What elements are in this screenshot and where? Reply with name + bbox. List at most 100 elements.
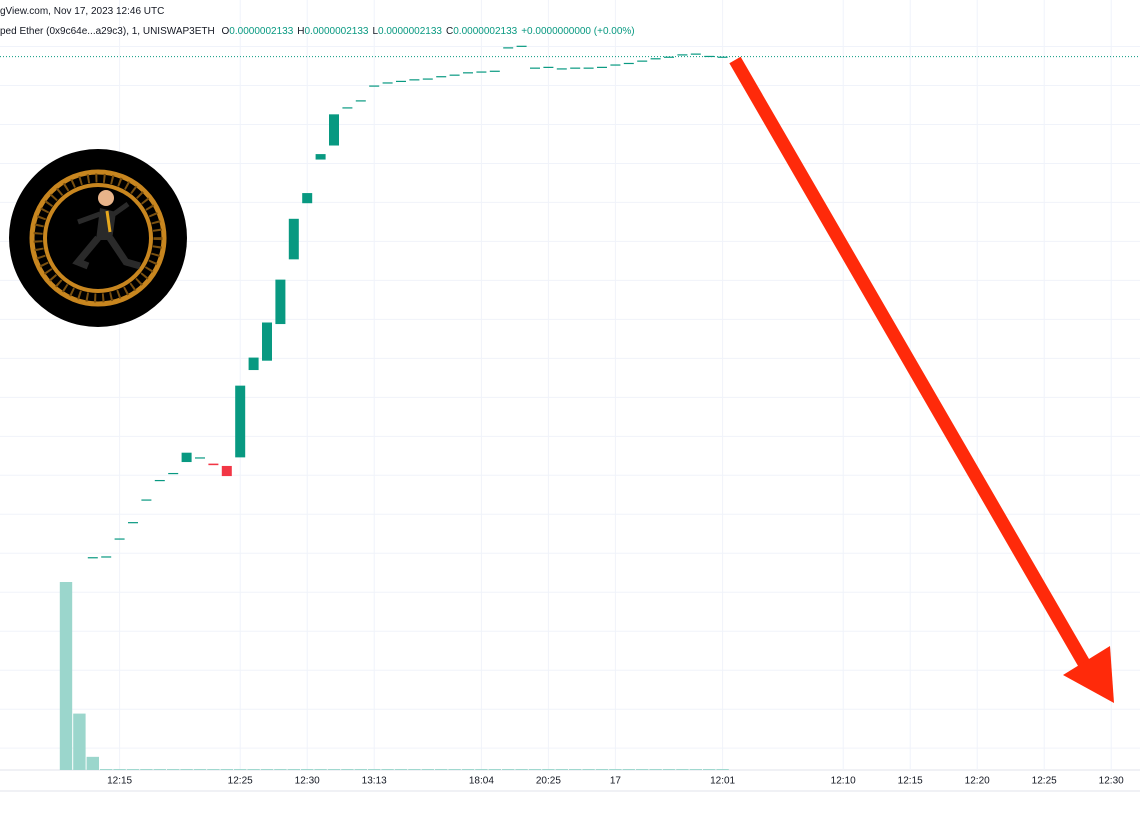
candle xyxy=(583,67,594,69)
candle xyxy=(315,154,326,160)
volume-bar xyxy=(301,769,314,770)
x-tick-label: 12:10 xyxy=(831,776,856,787)
candle xyxy=(275,279,286,325)
volume-bar xyxy=(408,769,421,770)
candle xyxy=(717,56,728,58)
volume-bar xyxy=(59,582,73,770)
candle xyxy=(422,78,433,80)
candle xyxy=(463,72,473,74)
symbol: ped Ether (0x9c64e...a29c3), 1, UNISWAP3… xyxy=(0,26,215,37)
ohlc-label: L xyxy=(372,26,379,37)
volume-bar xyxy=(180,769,193,770)
volume-bar xyxy=(716,769,729,770)
candle xyxy=(597,66,607,68)
candle xyxy=(248,357,259,371)
candle xyxy=(556,68,567,70)
candle xyxy=(436,76,447,78)
candle xyxy=(382,82,393,84)
x-tick-label: 20:25 xyxy=(536,776,561,787)
volume-bar xyxy=(73,713,86,770)
volume-bar xyxy=(100,769,113,770)
x-tick-label: 12:30 xyxy=(295,776,320,787)
volume-bar xyxy=(274,769,287,770)
ohlc-label: O xyxy=(221,26,230,37)
x-tick-label: 12:20 xyxy=(965,776,990,787)
volume-bar xyxy=(341,769,354,770)
volume-bar xyxy=(461,769,475,770)
x-tick-label: 12:30 xyxy=(1099,776,1124,787)
volume-bar xyxy=(622,769,635,770)
volume-bar xyxy=(220,769,233,770)
candle xyxy=(623,62,634,65)
x-tick-label: 13:13 xyxy=(362,776,387,787)
volume-bar xyxy=(126,769,140,770)
candle xyxy=(128,522,138,524)
volume-bar xyxy=(488,769,501,770)
volume-bar xyxy=(555,769,568,770)
volume-bar xyxy=(153,769,166,770)
volume-bar xyxy=(676,769,689,770)
candle xyxy=(235,385,246,458)
candle xyxy=(355,100,366,102)
candle xyxy=(262,322,272,361)
candle xyxy=(101,556,112,558)
candle xyxy=(530,67,540,69)
ohlc-value: 0.0000002133 xyxy=(304,26,369,37)
volume-bar xyxy=(247,769,260,770)
candle xyxy=(664,56,674,58)
candle xyxy=(637,60,648,62)
candle xyxy=(704,55,715,58)
candle xyxy=(369,85,380,87)
volume-bar xyxy=(207,769,220,770)
volume-bar xyxy=(542,769,555,770)
ohlc-item: L0.0000002133 xyxy=(372,26,442,37)
candle xyxy=(690,53,701,55)
candle xyxy=(87,557,98,559)
volume-bar xyxy=(582,769,595,770)
volume-bar xyxy=(475,769,488,770)
ohlc-value: 0.0000002133 xyxy=(453,26,518,37)
x-tick-label: 12:15 xyxy=(898,776,923,787)
volume-bar xyxy=(167,769,180,770)
x-tick-label: 17 xyxy=(610,776,622,787)
header-legend: ped Ether (0x9c64e...a29c3), 1, UNISWAP3… xyxy=(0,26,639,37)
candle xyxy=(476,71,487,73)
volume-bar xyxy=(287,769,300,770)
volume-bar xyxy=(260,769,274,770)
volume-bar xyxy=(193,769,207,770)
volume-bar xyxy=(595,769,609,770)
candle xyxy=(650,58,661,60)
volume-bar xyxy=(113,769,126,770)
x-tick-label: 12:01 xyxy=(710,776,735,787)
volume-bar xyxy=(689,769,702,770)
candle xyxy=(489,70,500,72)
volume-bar xyxy=(569,769,582,770)
candle xyxy=(543,66,554,68)
volume-bar xyxy=(381,769,394,770)
candle xyxy=(396,80,406,83)
ohlc-label: C xyxy=(446,26,454,37)
candle xyxy=(181,452,192,463)
candle xyxy=(610,64,621,66)
volume-bar xyxy=(421,769,434,770)
volume-bar xyxy=(448,769,461,770)
volume-bar xyxy=(140,769,153,770)
ohlc-label: H xyxy=(297,26,305,37)
volume-bar xyxy=(609,769,622,770)
change: +0.0000000000 (+0.00%) xyxy=(521,26,635,37)
header-title: gView.com, Nov 17, 2023 12:46 UTC xyxy=(0,6,165,17)
candle xyxy=(141,499,152,501)
candle xyxy=(154,479,165,482)
candle xyxy=(114,538,125,540)
volume-bar xyxy=(394,769,408,770)
volume-bar xyxy=(435,769,448,770)
x-tick-label: 12:25 xyxy=(1032,776,1057,787)
candle xyxy=(302,193,313,204)
candle xyxy=(677,54,688,56)
volume-bar xyxy=(314,769,327,770)
x-tick-label: 18:04 xyxy=(469,776,494,787)
candle xyxy=(195,457,205,459)
candle xyxy=(208,463,219,466)
ohlc-value: 0.0000002133 xyxy=(229,26,294,37)
